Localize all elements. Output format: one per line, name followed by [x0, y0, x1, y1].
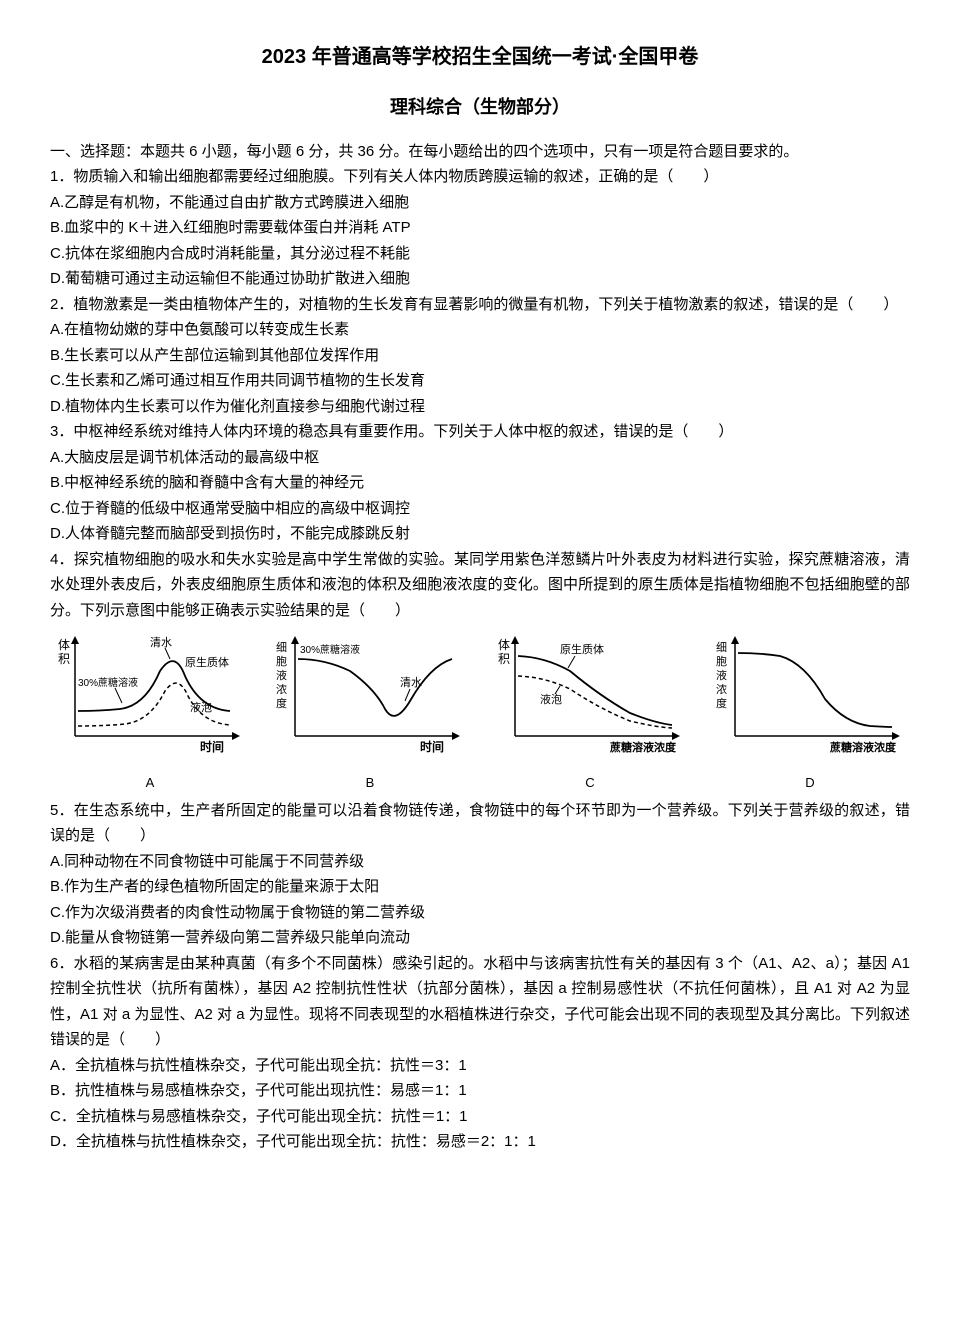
q2-C: C.生长素和乙烯可通过相互作用共同调节植物的生长发育 — [50, 368, 910, 394]
svg-text:液: 液 — [276, 668, 287, 682]
q2-A: A.在植物幼嫩的芽中色氨酸可以转变成生长素 — [50, 317, 910, 343]
svg-text:液泡: 液泡 — [190, 700, 212, 714]
svg-text:蔗糖溶液浓度: 蔗糖溶液浓度 — [609, 740, 677, 754]
q2-B: B.生长素可以从产生部位运输到其他部位发挥作用 — [50, 343, 910, 369]
q3-stem: 3．中枢神经系统对维持人体内环境的稳态具有重要作用。下列关于人体中枢的叙述，错误… — [50, 419, 910, 445]
q3-D: D.人体脊髓完整而脑部受到损伤时，不能完成膝跳反射 — [50, 521, 910, 547]
svg-text:液泡: 液泡 — [540, 692, 562, 706]
svg-text:原生质体: 原生质体 — [185, 655, 229, 669]
svg-text:积: 积 — [58, 652, 70, 666]
svg-text:30%蔗糖溶液: 30%蔗糖溶液 — [300, 643, 360, 656]
q5-stem: 5．在生态系统中，生产者所固定的能量可以沿着食物链传递，食物链中的每个环节即为一… — [50, 798, 910, 849]
svg-text:30%蔗糖溶液: 30%蔗糖溶液 — [78, 676, 138, 689]
q2-stem: 2．植物激素是一类由植物体产生的，对植物的生长发育有显著影响的微量有机物，下列关… — [50, 292, 910, 318]
section-intro: 一、选择题：本题共 6 小题，每小题 6 分，共 36 分。在每小题给出的四个选… — [50, 139, 910, 165]
svg-text:蔗糖溶液浓度: 蔗糖溶液浓度 — [829, 740, 897, 754]
svg-text:浓: 浓 — [276, 683, 287, 696]
svg-text:时间: 时间 — [420, 739, 444, 754]
q6-C: C．全抗植株与易感植株杂交，子代可能出现全抗：抗性＝1：1 — [50, 1104, 910, 1130]
svg-text:体: 体 — [498, 638, 510, 652]
q1-A: A.乙醇是有机物，不能通过自由扩散方式跨膜进入细胞 — [50, 190, 910, 216]
q1-D: D.葡萄糖可通过主动运输但不能通过协助扩散进入细胞 — [50, 266, 910, 292]
exam-subtitle: 理科综合（生物部分） — [50, 92, 910, 123]
q6-B: B．抗性植株与易感植株杂交，子代可能出现抗性：易感＝1：1 — [50, 1078, 910, 1104]
exam-title: 2023 年普通高等学校招生全国统一考试·全国甲卷 — [50, 40, 910, 74]
svg-text:原生质体: 原生质体 — [560, 642, 604, 656]
svg-text:细: 细 — [276, 641, 287, 654]
chart-A-label: A — [50, 772, 250, 794]
svg-text:清水: 清水 — [150, 636, 172, 649]
q5-C: C.作为次级消费者的肉食性动物属于食物链的第二营养级 — [50, 900, 910, 926]
q5-A: A.同种动物在不同食物链中可能属于不同营养级 — [50, 849, 910, 875]
svg-text:细: 细 — [716, 641, 727, 654]
chart-C-label: C — [490, 772, 690, 794]
chart-D: 细 胞 液 浓 度 蔗糖溶液浓度 D — [710, 631, 910, 794]
q6-A: A．全抗植株与抗性植株杂交，子代可能出现全抗：抗性＝3：1 — [50, 1053, 910, 1079]
svg-text:液: 液 — [716, 668, 727, 682]
chart-row: 体 积 清水 原生质体 液泡 30%蔗糖溶液 时间 A 细 胞 液 浓 度 — [50, 631, 910, 794]
q1-B: B.血浆中的 K＋进入红细胞时需要载体蛋白并消耗 ATP — [50, 215, 910, 241]
q4-stem: 4．探究植物细胞的吸水和失水实验是高中学生常做的实验。某同学用紫色洋葱鳞片叶外表… — [50, 547, 910, 624]
q5-D: D.能量从食物链第一营养级向第二营养级只能单向流动 — [50, 925, 910, 951]
q3-C: C.位于脊髓的低级中枢通常受脑中相应的高级中枢调控 — [50, 496, 910, 522]
q1-stem: 1．物质输入和输出细胞都需要经过细胞膜。下列有关人体内物质跨膜运输的叙述，正确的… — [50, 164, 910, 190]
chart-B-label: B — [270, 772, 470, 794]
svg-text:胞: 胞 — [716, 655, 727, 668]
q1-C: C.抗体在浆细胞内合成时消耗能量，其分泌过程不耗能 — [50, 241, 910, 267]
svg-text:胞: 胞 — [276, 655, 287, 668]
svg-text:度: 度 — [716, 696, 727, 710]
svg-text:积: 积 — [498, 652, 510, 666]
chart-B: 细 胞 液 浓 度 30%蔗糖溶液 清水 时间 B — [270, 631, 470, 794]
svg-text:时间: 时间 — [200, 739, 224, 754]
svg-text:体: 体 — [58, 638, 70, 652]
svg-text:清水: 清水 — [400, 676, 422, 689]
svg-text:度: 度 — [276, 696, 287, 710]
q6-stem: 6．水稻的某病害是由某种真菌（有多个不同菌株）感染引起的。水稻中与该病害抗性有关… — [50, 951, 910, 1053]
q3-A: A.大脑皮层是调节机体活动的最高级中枢 — [50, 445, 910, 471]
chart-C: 体 积 原生质体 液泡 蔗糖溶液浓度 C — [490, 631, 690, 794]
chart-D-label: D — [710, 772, 910, 794]
q6-D: D．全抗植株与抗性植株杂交，子代可能出现全抗：抗性：易感＝2：1：1 — [50, 1129, 910, 1155]
q2-D: D.植物体内生长素可以作为催化剂直接参与细胞代谢过程 — [50, 394, 910, 420]
chart-A: 体 积 清水 原生质体 液泡 30%蔗糖溶液 时间 A — [50, 631, 250, 794]
q3-B: B.中枢神经系统的脑和脊髓中含有大量的神经元 — [50, 470, 910, 496]
svg-text:浓: 浓 — [716, 683, 727, 696]
q5-B: B.作为生产者的绿色植物所固定的能量来源于太阳 — [50, 874, 910, 900]
